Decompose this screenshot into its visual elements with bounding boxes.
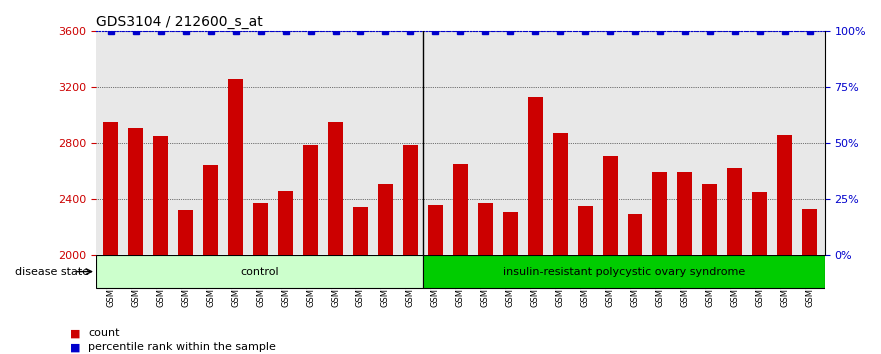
Bar <box>378 184 393 255</box>
Bar <box>478 203 492 255</box>
Bar <box>752 192 767 255</box>
Bar <box>103 122 118 255</box>
Text: disease state: disease state <box>15 267 89 276</box>
Bar <box>803 209 818 255</box>
Text: percentile rank within the sample: percentile rank within the sample <box>88 342 276 353</box>
Bar <box>653 172 668 255</box>
Bar <box>677 172 692 255</box>
Bar <box>328 122 343 255</box>
Bar <box>178 210 193 255</box>
Bar <box>528 97 543 255</box>
FancyBboxPatch shape <box>423 255 825 289</box>
Text: control: control <box>240 267 278 276</box>
Bar <box>627 214 642 255</box>
Bar <box>578 206 593 255</box>
Bar <box>702 184 717 255</box>
FancyBboxPatch shape <box>96 255 423 289</box>
Bar <box>603 156 618 255</box>
Text: GDS3104 / 212600_s_at: GDS3104 / 212600_s_at <box>96 15 263 29</box>
Text: ■: ■ <box>70 342 81 353</box>
Bar <box>129 128 144 255</box>
Bar <box>153 136 168 255</box>
Text: insulin-resistant polycystic ovary syndrome: insulin-resistant polycystic ovary syndr… <box>502 267 744 276</box>
Bar <box>278 190 293 255</box>
Text: count: count <box>88 328 120 338</box>
Bar <box>453 164 468 255</box>
Bar <box>204 165 218 255</box>
Bar <box>303 144 318 255</box>
Text: ■: ■ <box>70 328 81 338</box>
Bar <box>503 212 518 255</box>
Bar <box>428 205 443 255</box>
Bar <box>777 135 792 255</box>
Bar <box>228 79 243 255</box>
Bar <box>728 168 743 255</box>
Bar <box>253 203 268 255</box>
Bar <box>403 144 418 255</box>
Bar <box>552 133 567 255</box>
Bar <box>353 207 368 255</box>
